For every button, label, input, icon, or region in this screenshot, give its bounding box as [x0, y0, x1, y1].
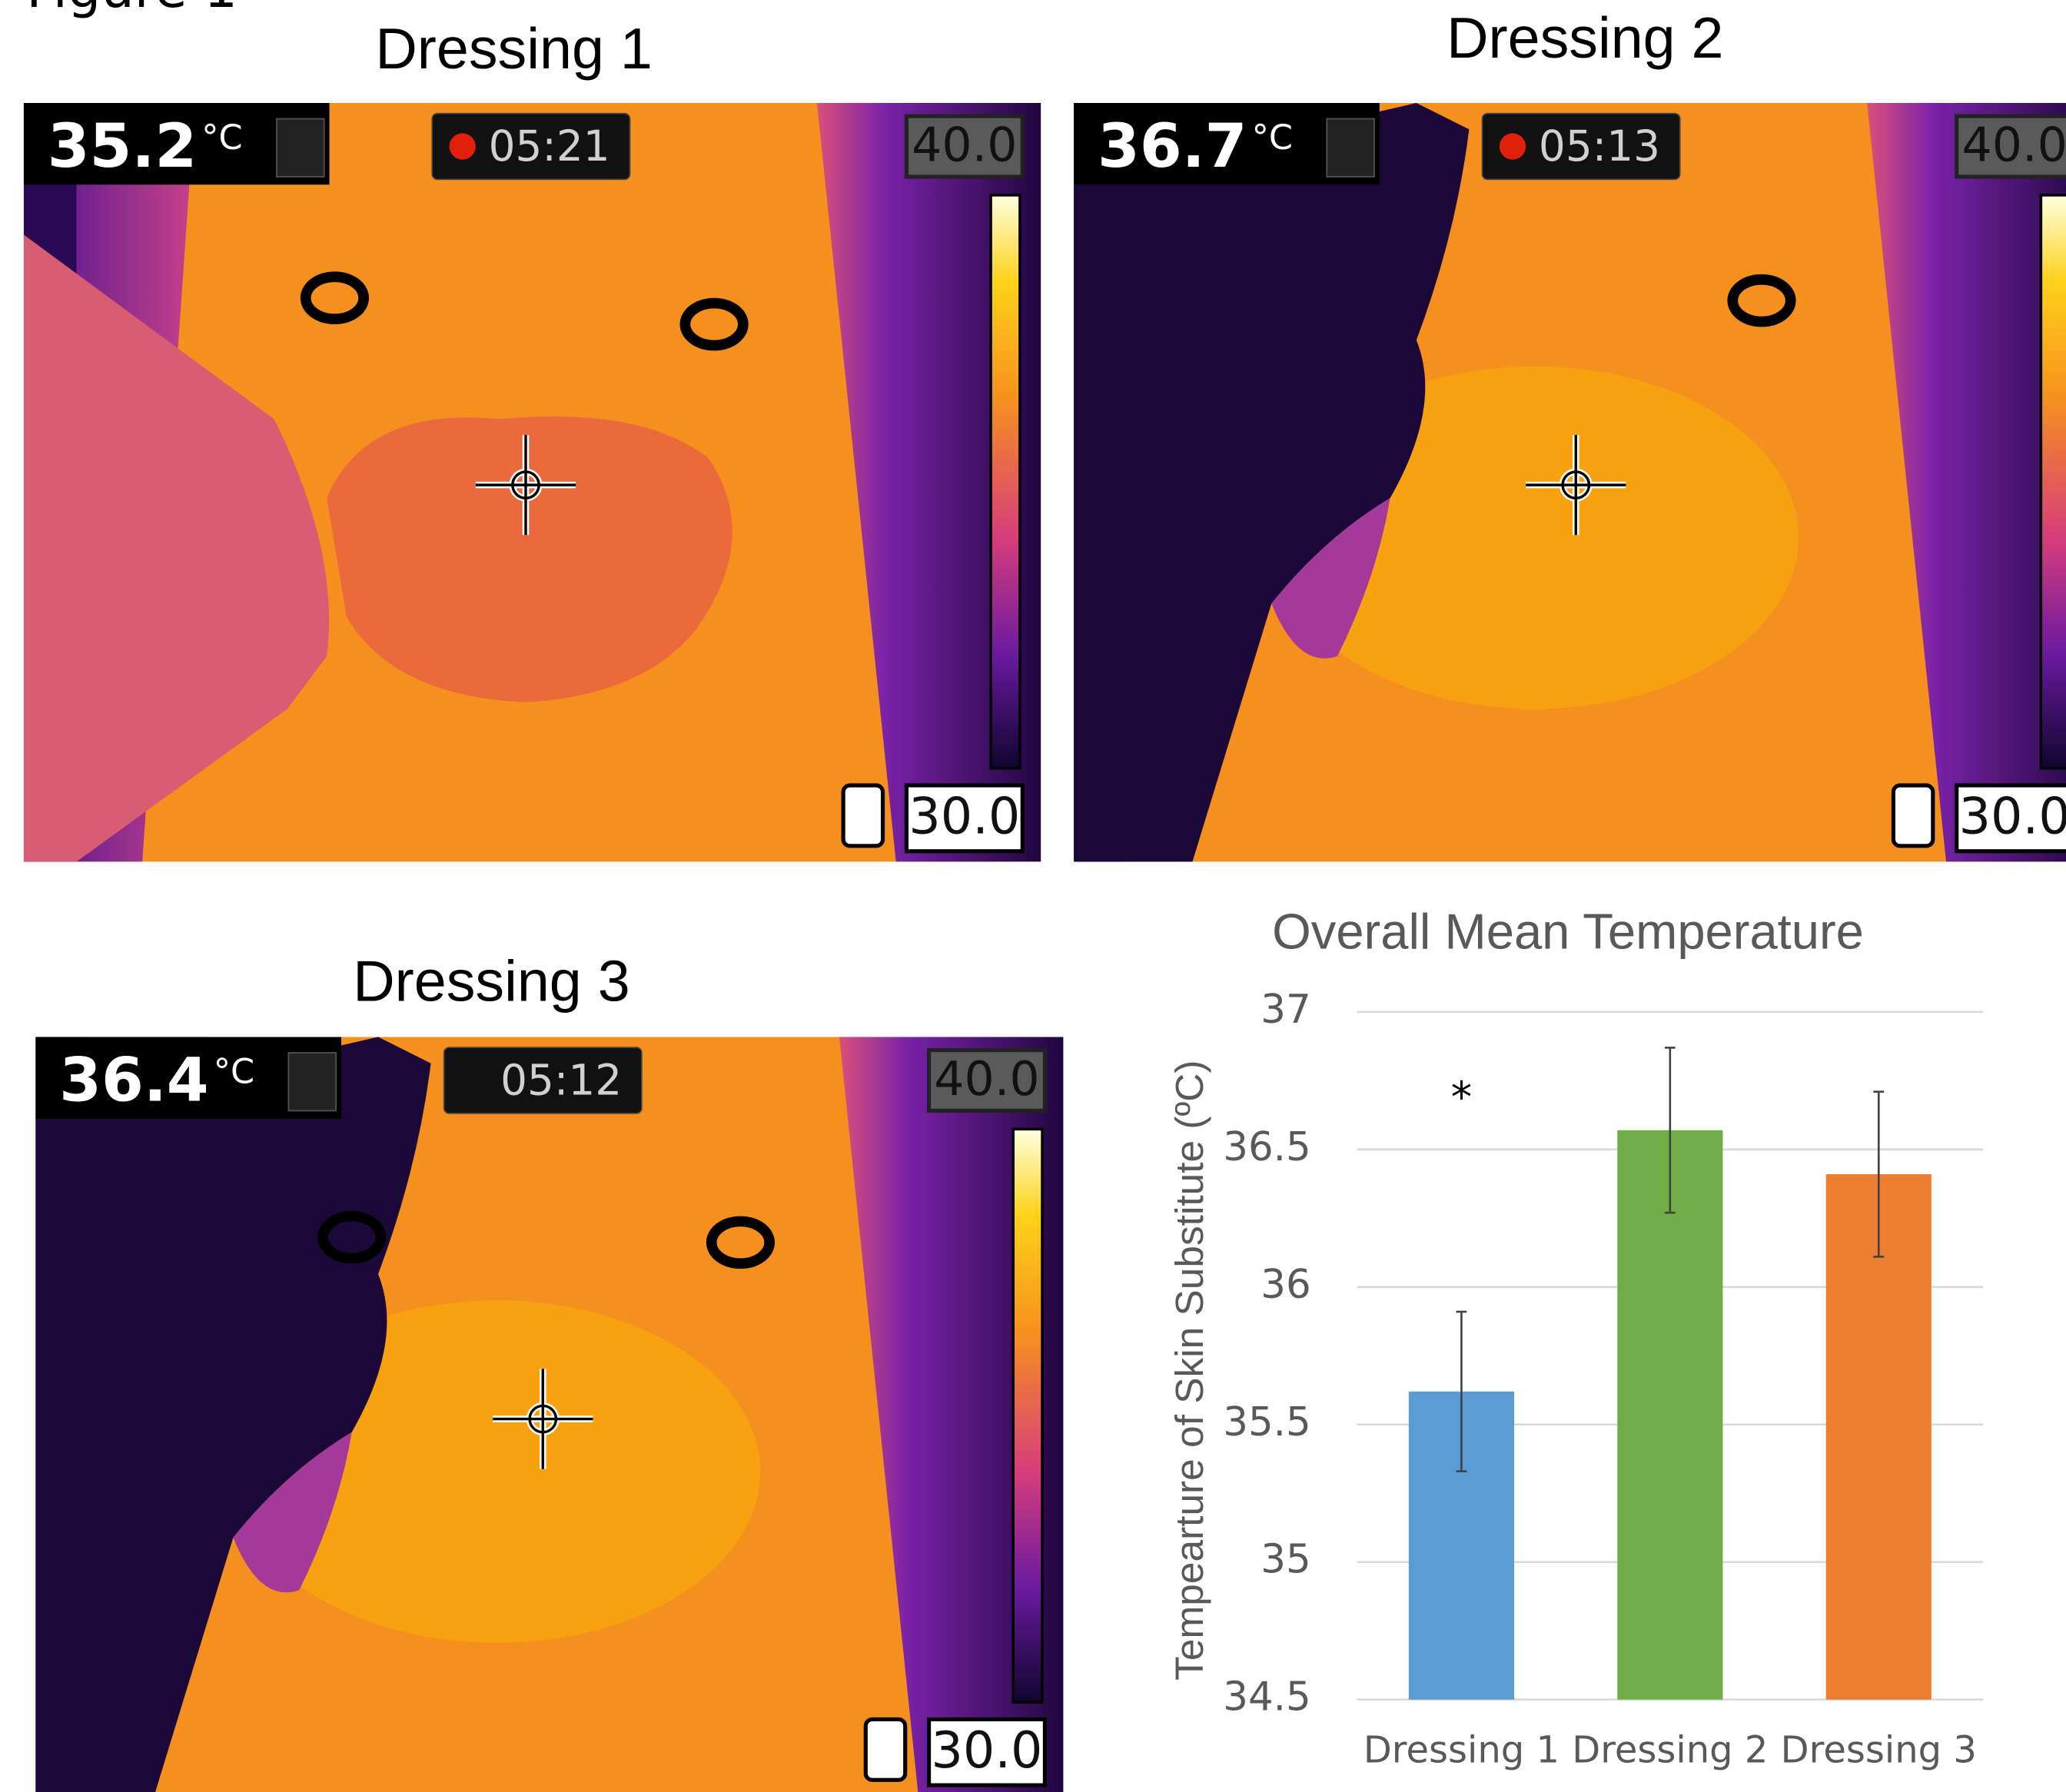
temperature-readout: 36.7: [1098, 111, 1247, 181]
thermal-image: 35.2°C 05:21 40.0 30.0: [24, 103, 1041, 861]
figure: Figure 1 Dressing 135.2°C05:2140.030.0Dr…: [0, 0, 2066, 1792]
scale-min: 30.0: [1959, 788, 2066, 846]
thermal-image: 36.7°C 05:13 40.0 30.0: [1074, 103, 2066, 861]
temperature-readout: 36.4: [59, 1045, 209, 1116]
temperature-unit: °C: [214, 1051, 254, 1091]
record-dot: [1500, 133, 1526, 159]
y-tick-label: 34.5: [1223, 1674, 1310, 1721]
y-tick-label: 36: [1261, 1262, 1310, 1308]
annotation: *: [1451, 1073, 1472, 1122]
y-tick-label: 35: [1261, 1537, 1310, 1583]
x-tick-label: Dressing 3: [1781, 1728, 1977, 1771]
y-axis-label: Tempearture of Skin Substitute (ºC): [1167, 1060, 1211, 1680]
timer: 05:13: [1539, 121, 1660, 171]
y-tick-label: 36.5: [1223, 1124, 1310, 1170]
temperature-unit: °C: [1252, 118, 1293, 158]
temperature-readout: 35.2: [48, 111, 198, 181]
figure-label: Figure 1: [26, 0, 237, 20]
panel-title: Dressing 2: [1447, 5, 1723, 70]
record-dot: [450, 133, 476, 159]
scale-adjust: [865, 1719, 905, 1780]
panel-title: Dressing 1: [375, 16, 652, 81]
scale-max: 40.0: [1961, 117, 2066, 172]
x-tick-label: Dressing 2: [1572, 1728, 1768, 1771]
x-tick-label: Dressing 1: [1363, 1728, 1559, 1771]
chart-title: Overall Mean Temperature: [1272, 904, 1864, 960]
scale-adjust: [1893, 785, 1932, 846]
hud-icon: [288, 1053, 336, 1110]
y-tick-label: 35.5: [1223, 1399, 1310, 1445]
color-bar: [2041, 195, 2066, 768]
timer: 05:12: [500, 1056, 622, 1105]
scale-max: 40.0: [934, 1051, 1039, 1107]
timer: 05:21: [489, 121, 610, 171]
color-bar: [1013, 1129, 1042, 1702]
y-tick-label: 37: [1261, 987, 1310, 1033]
color-bar: [991, 195, 1020, 768]
hud-icon: [1327, 119, 1374, 177]
temperature-unit: °C: [201, 118, 242, 158]
scale-min: 30.0: [908, 788, 1020, 846]
bar: [1617, 1130, 1722, 1700]
scale-adjust: [843, 785, 882, 846]
hud-icon: [277, 119, 324, 177]
scale-min: 30.0: [931, 1722, 1042, 1780]
scale-max: 40.0: [912, 117, 1017, 172]
thermal-image: 36.4°C 05:12 40.0 30.0: [35, 1037, 1063, 1792]
panel-title: Dressing 3: [353, 948, 629, 1013]
